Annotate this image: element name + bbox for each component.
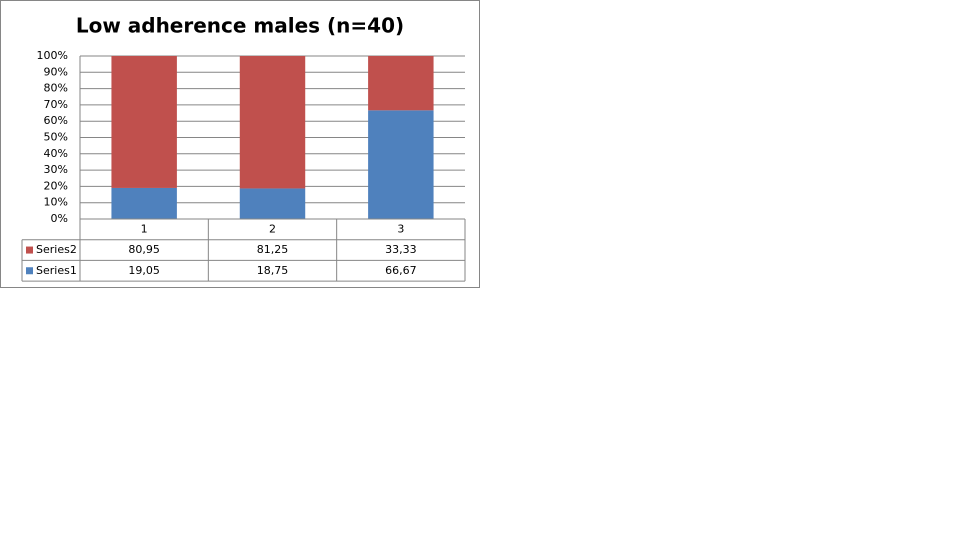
- table-value: 33,33: [385, 243, 417, 256]
- legend-key: [26, 267, 33, 275]
- bar-segment: [111, 187, 177, 219]
- table-value: 19,05: [128, 264, 160, 277]
- y-tick-label: 90%: [44, 65, 68, 78]
- y-tick-label: 50%: [44, 131, 68, 144]
- table-value: 80,95: [128, 243, 160, 256]
- x-tick-label: 3: [397, 222, 404, 235]
- y-tick-label: 100%: [37, 49, 68, 62]
- y-tick-label: 20%: [44, 179, 68, 192]
- y-tick-label: 60%: [44, 114, 68, 127]
- x-tick-label: 2: [269, 222, 276, 235]
- y-tick-label: 10%: [44, 196, 68, 209]
- chart-title: Low adherence males (n=40): [76, 14, 404, 38]
- bar-segment: [368, 56, 434, 111]
- x-tick-label: 1: [141, 222, 148, 235]
- bar-segment: [239, 188, 306, 219]
- bar-segment: [239, 56, 306, 189]
- y-tick-label: 80%: [44, 82, 68, 95]
- legend-label: Series1: [36, 264, 77, 277]
- legend-label: Series2: [36, 243, 77, 256]
- table-value: 66,67: [385, 264, 417, 277]
- bar-segment: [368, 110, 434, 219]
- y-tick-label: 70%: [44, 98, 68, 111]
- table-value: 18,75: [257, 264, 289, 277]
- table-value: 81,25: [257, 243, 289, 256]
- y-tick-label: 0%: [51, 212, 68, 225]
- bar-segment: [111, 56, 177, 188]
- y-tick-label: 30%: [44, 163, 68, 176]
- legend-key: [26, 246, 33, 254]
- y-tick-label: 40%: [44, 147, 68, 160]
